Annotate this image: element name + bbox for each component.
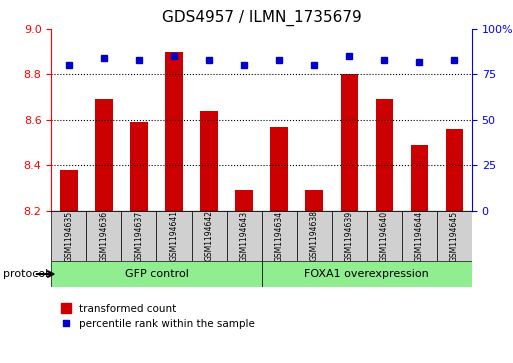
- Text: GSM1194637: GSM1194637: [134, 211, 144, 261]
- Bar: [305, 190, 323, 211]
- Bar: [165, 52, 183, 211]
- Bar: [376, 99, 393, 211]
- Title: GDS4957 / ILMN_1735679: GDS4957 / ILMN_1735679: [162, 10, 362, 26]
- Bar: [200, 111, 218, 211]
- Text: GFP control: GFP control: [125, 269, 188, 279]
- FancyBboxPatch shape: [262, 211, 297, 261]
- Text: FOXA1 overexpression: FOXA1 overexpression: [304, 269, 429, 279]
- Text: GSM1194636: GSM1194636: [100, 211, 108, 261]
- Text: GSM1194635: GSM1194635: [64, 211, 73, 261]
- Text: GSM1194634: GSM1194634: [274, 211, 284, 261]
- Text: GSM1194639: GSM1194639: [345, 211, 354, 261]
- Text: GSM1194640: GSM1194640: [380, 211, 389, 261]
- FancyBboxPatch shape: [227, 211, 262, 261]
- Text: protocol: protocol: [3, 269, 48, 279]
- FancyBboxPatch shape: [51, 261, 262, 287]
- FancyBboxPatch shape: [332, 211, 367, 261]
- FancyBboxPatch shape: [156, 211, 191, 261]
- Legend: transformed count, percentile rank within the sample: transformed count, percentile rank withi…: [56, 299, 260, 333]
- Text: GSM1194645: GSM1194645: [450, 211, 459, 261]
- Text: GSM1194644: GSM1194644: [415, 211, 424, 261]
- Text: GSM1194638: GSM1194638: [310, 211, 319, 261]
- Bar: [270, 127, 288, 211]
- FancyBboxPatch shape: [122, 211, 156, 261]
- FancyBboxPatch shape: [51, 211, 86, 261]
- FancyBboxPatch shape: [367, 211, 402, 261]
- Text: GSM1194643: GSM1194643: [240, 211, 249, 261]
- Bar: [235, 190, 253, 211]
- Text: GSM1194642: GSM1194642: [205, 211, 213, 261]
- FancyBboxPatch shape: [402, 211, 437, 261]
- Bar: [410, 145, 428, 211]
- FancyBboxPatch shape: [191, 211, 227, 261]
- FancyBboxPatch shape: [86, 211, 122, 261]
- Bar: [130, 122, 148, 211]
- Bar: [446, 129, 463, 211]
- Bar: [341, 74, 358, 211]
- Bar: [95, 99, 113, 211]
- Bar: [60, 170, 77, 211]
- FancyBboxPatch shape: [437, 211, 472, 261]
- FancyBboxPatch shape: [297, 211, 332, 261]
- Text: GSM1194641: GSM1194641: [169, 211, 179, 261]
- FancyBboxPatch shape: [262, 261, 472, 287]
